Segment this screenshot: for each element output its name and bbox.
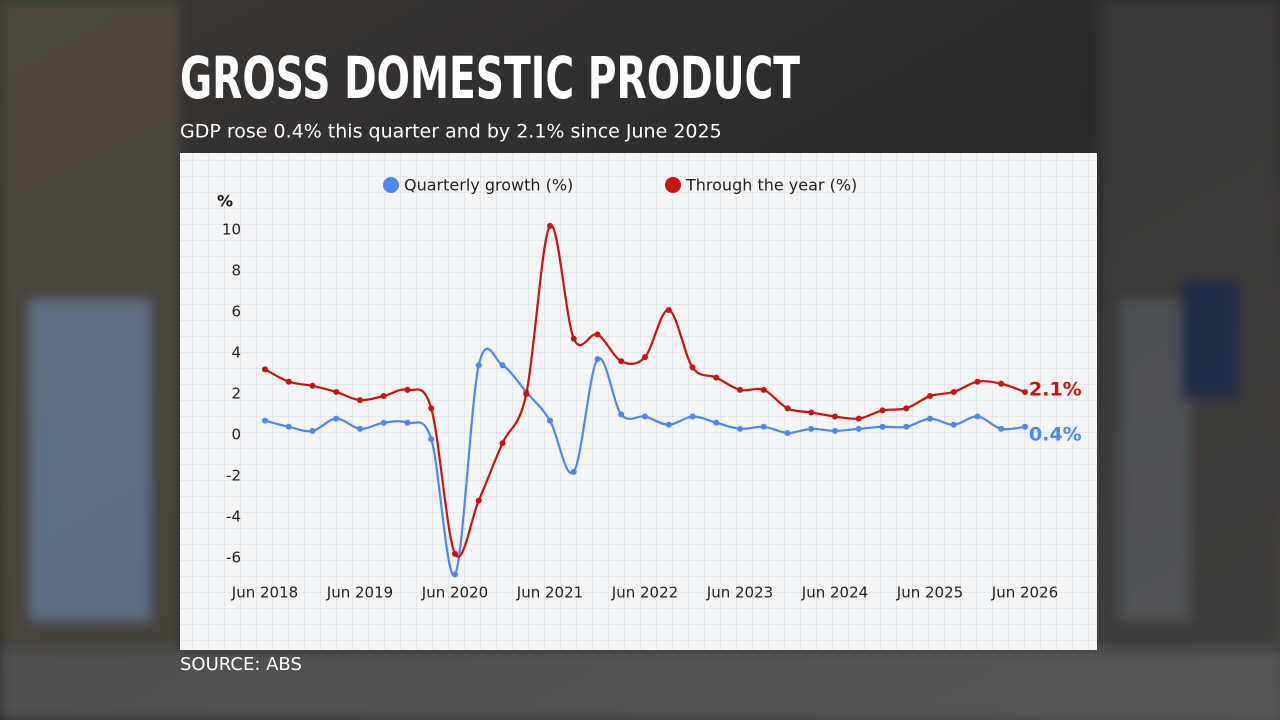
chart-title: GROSS DOMESTIC PRODUCT	[180, 44, 800, 112]
data-point	[380, 419, 387, 426]
data-point	[998, 380, 1005, 387]
data-point	[333, 415, 340, 422]
data-point	[832, 413, 838, 420]
data-point	[784, 429, 791, 436]
data-point	[547, 222, 553, 229]
y-axis-label: %	[217, 192, 233, 211]
y-tick-label: 6	[231, 303, 241, 321]
data-point	[618, 411, 625, 418]
data-point	[262, 417, 268, 424]
data-point	[832, 427, 838, 434]
x-tick-label: Jun 2025	[896, 584, 963, 602]
y-tick-label: 10	[222, 221, 241, 239]
data-point	[499, 440, 506, 447]
end-label: 2.1%	[1029, 378, 1082, 400]
legend-marker	[665, 177, 681, 193]
x-tick-label: Jun 2026	[991, 584, 1058, 602]
data-point	[452, 571, 458, 578]
chart-subtitle: GDP rose 0.4% this quarter and by 2.1% s…	[180, 121, 722, 143]
y-tick-label: 4	[231, 344, 241, 362]
data-point	[760, 386, 767, 393]
x-tick-label: Jun 2021	[516, 584, 583, 602]
data-point	[547, 417, 553, 424]
legend-label: Quarterly growth (%)	[404, 176, 573, 195]
data-point	[380, 393, 387, 400]
data-point	[309, 382, 316, 389]
data-point	[618, 358, 625, 365]
data-point	[879, 423, 886, 430]
data-point	[357, 425, 363, 432]
x-tick-label: Jun 2023	[706, 584, 773, 602]
y-tick-label: -6	[226, 549, 241, 567]
data-point	[713, 419, 720, 426]
data-point	[404, 419, 411, 426]
data-point	[950, 388, 957, 395]
data-point	[713, 374, 720, 381]
data-point	[689, 364, 696, 371]
data-point	[1022, 423, 1028, 430]
x-tick-label: Jun 2020	[421, 584, 488, 602]
data-point	[950, 421, 957, 428]
data-point	[475, 497, 482, 504]
x-tick-label: Jun 2022	[611, 584, 678, 602]
data-point	[808, 425, 815, 432]
source: SOURCE: ABS	[180, 654, 302, 675]
legend-label: Through the year (%)	[685, 176, 857, 195]
data-point	[428, 405, 435, 412]
y-tick-label: 8	[231, 262, 241, 280]
data-point	[523, 391, 530, 397]
data-point	[357, 397, 363, 404]
data-point	[452, 550, 458, 557]
data-point	[285, 378, 292, 385]
graph-paper	[180, 153, 1097, 650]
data-point	[594, 356, 601, 363]
data-point	[642, 413, 648, 420]
data-point	[570, 335, 577, 342]
data-point	[1022, 388, 1028, 395]
data-point	[998, 425, 1005, 432]
data-point	[262, 366, 268, 373]
data-point	[737, 386, 743, 393]
legend-marker	[383, 177, 399, 193]
x-tick-label: Jun 2024	[801, 584, 868, 602]
data-point	[475, 362, 482, 369]
data-point	[974, 378, 981, 385]
x-tick-label: Jun 2018	[231, 584, 298, 602]
data-point	[903, 423, 910, 430]
data-point	[855, 425, 862, 432]
data-point	[309, 427, 316, 434]
data-point	[570, 468, 577, 475]
data-point	[665, 421, 672, 428]
data-point	[333, 388, 340, 395]
data-point	[855, 415, 862, 422]
data-point	[285, 423, 292, 430]
end-label: 0.4%	[1029, 423, 1082, 445]
data-point	[428, 436, 435, 443]
data-point	[404, 386, 411, 393]
data-point	[879, 407, 886, 414]
data-point	[903, 405, 910, 412]
data-point	[665, 306, 672, 313]
data-point	[760, 423, 767, 430]
data-point	[594, 331, 601, 338]
data-point	[784, 405, 791, 412]
data-point	[737, 425, 743, 432]
data-point	[689, 413, 696, 420]
data-point	[927, 415, 933, 422]
data-point	[974, 413, 981, 420]
y-tick-label: -4	[226, 508, 241, 526]
data-point	[642, 354, 648, 361]
x-tick-label: Jun 2019	[326, 584, 393, 602]
y-tick-label: -2	[226, 467, 241, 485]
data-point	[808, 409, 815, 416]
y-tick-label: 0	[231, 426, 241, 444]
data-point	[499, 362, 506, 369]
data-point	[927, 393, 933, 400]
y-tick-label: 2	[231, 385, 241, 403]
